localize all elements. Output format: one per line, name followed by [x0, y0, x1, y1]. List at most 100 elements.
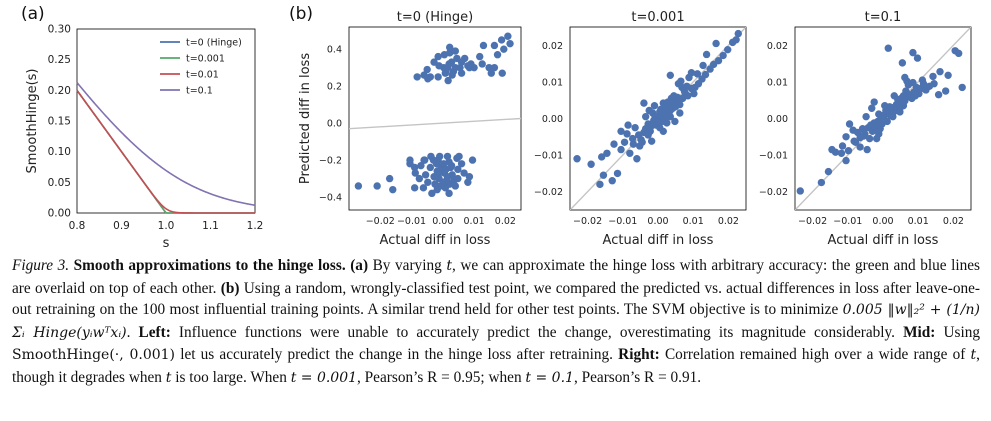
scatter-point — [699, 61, 707, 70]
scatter-point — [673, 93, 682, 101]
scatter-point — [626, 149, 634, 157]
scatter-point — [656, 111, 664, 120]
scatter-point — [817, 178, 826, 187]
scatter-point — [842, 156, 850, 165]
x-axis-label: Actual diff in loss — [380, 233, 491, 248]
y-tick-label: 0.2 — [327, 82, 342, 93]
caption-mid-text-2: let us accurately predict the change in … — [175, 346, 613, 363]
scatter-point — [490, 63, 499, 72]
scatter-point — [831, 148, 840, 156]
x-tick-label: −0.02 — [798, 216, 827, 227]
scatter-point — [410, 163, 419, 172]
y-tick-label: 0.00 — [542, 114, 563, 125]
scatter-point — [490, 41, 499, 50]
scatter-point — [440, 160, 448, 168]
x-tick-label: −0.02 — [573, 216, 602, 227]
scatter-point — [677, 77, 685, 85]
y-tick-label: 0.00 — [48, 208, 71, 220]
scatter-point — [901, 73, 909, 82]
x-tick-label: 0.00 — [872, 216, 893, 227]
x-tick-label: 1.1 — [202, 220, 219, 232]
scatter-point — [719, 51, 727, 60]
scatter-point — [573, 155, 581, 163]
scatter-point — [660, 107, 669, 116]
x-tick-label: −0.01 — [608, 216, 637, 227]
x-tick-label: −0.01 — [397, 216, 426, 227]
scatter-point — [909, 78, 917, 87]
scatter-point — [500, 45, 508, 53]
y-tick-label: −0.02 — [759, 187, 788, 198]
scatter-point — [934, 91, 943, 99]
caption-b-text-2: . — [126, 323, 131, 341]
x-tick-label: 0.00 — [432, 216, 453, 227]
scatter-point — [610, 140, 618, 148]
y-tick-label: 0.02 — [767, 41, 788, 52]
scatter-point — [443, 63, 452, 72]
scatter-t-0-1: −0.02 −0.01 0.00 0.01 0.020.020.010.00−0.01−… — [759, 10, 972, 248]
scatter-point — [701, 70, 710, 79]
x-tick-label: 0.02 — [718, 216, 739, 227]
y-tick-label: −0.2 — [319, 156, 342, 167]
scatter-point — [640, 99, 648, 107]
scatter-point — [911, 92, 920, 100]
scatter-point — [863, 145, 871, 154]
scatter-point — [844, 147, 853, 155]
scatter-point — [373, 182, 381, 190]
panel-label-a: (a) — [21, 4, 45, 24]
scatter-point — [620, 138, 629, 146]
x-tick-label: 0.00 — [647, 216, 668, 227]
scatter-point — [596, 180, 604, 189]
y-axis-label: Predicted diff in loss — [298, 53, 313, 184]
scatter-point — [389, 185, 397, 194]
scatter-point — [448, 171, 456, 179]
x-tick-label: 0.01 — [908, 216, 929, 227]
scatter-point — [714, 56, 723, 65]
scatter-point — [411, 169, 419, 177]
caption-title: Smooth approximations to the hinge loss. — [73, 257, 346, 274]
y-tick-label: 0.4 — [327, 45, 342, 56]
scatter-point — [608, 177, 616, 185]
caption-a-label: (a) — [350, 257, 369, 274]
scatter-point — [629, 140, 638, 148]
scatter-point — [434, 73, 442, 81]
legend-label: t=0.01 — [186, 70, 219, 81]
scatter-point — [941, 87, 950, 95]
caption-left-label: Left: — [138, 323, 171, 341]
scatter-point — [732, 36, 740, 44]
scatter-point — [898, 59, 907, 67]
scatter-point — [666, 112, 675, 121]
scatter-point — [476, 52, 484, 61]
legend-label: t=0 (Hinge) — [186, 38, 242, 49]
scatter-point — [613, 169, 622, 178]
scatter-point — [824, 167, 833, 176]
scatter-point — [650, 101, 659, 110]
scatter-point — [884, 44, 892, 52]
scatter-point — [712, 39, 720, 48]
scatter-point — [671, 117, 679, 126]
scatter-point — [868, 104, 876, 112]
scatter-point — [430, 58, 438, 66]
y-tick-label: −0.4 — [319, 193, 342, 204]
scatter-point — [883, 117, 891, 126]
caption-right-label: Right: — [618, 346, 660, 363]
y-tick-label: 0.10 — [48, 146, 71, 158]
scatter-point — [676, 109, 684, 117]
scatter-point — [465, 173, 474, 181]
scatter-point — [669, 99, 677, 107]
x-axis-label: Actual diff in loss — [603, 233, 714, 248]
caption-mid-text-1: Using — [943, 323, 981, 341]
series-line — [76, 89, 255, 214]
scatter-point — [659, 127, 667, 136]
panel-label-b: (b) — [289, 4, 314, 24]
x-tick-label: 1.0 — [158, 220, 175, 232]
scatter-point — [930, 80, 938, 88]
scatter-point — [455, 152, 463, 161]
scatter-point — [652, 117, 660, 126]
scatter-point — [468, 156, 477, 164]
scatter-point — [464, 62, 472, 70]
scatter-point — [460, 169, 468, 177]
scatter-point — [433, 185, 441, 194]
scatter-point — [624, 121, 632, 129]
x-tick-label: 0.01 — [464, 216, 485, 227]
scatter-point — [647, 137, 656, 145]
